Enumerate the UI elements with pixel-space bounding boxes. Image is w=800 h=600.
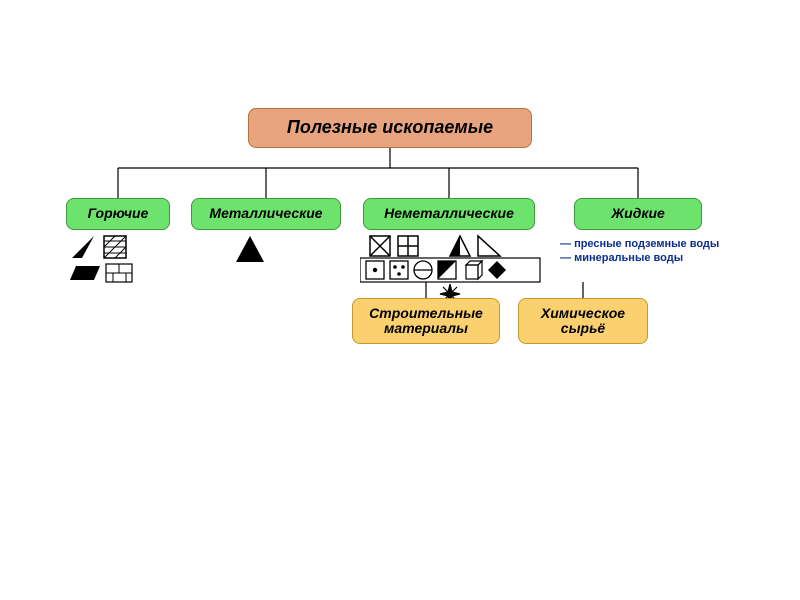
node-label: Строительные материалы <box>369 306 483 337</box>
annotation-text: минеральные воды <box>574 252 683 264</box>
node-label: Металлические <box>209 206 322 221</box>
node-goruchie: Горючие <box>66 198 170 230</box>
annotation-mineral-water: — минеральные воды <box>560 252 683 264</box>
node-label: Неметаллические <box>384 206 514 221</box>
node-metallicheskie: Металлические <box>191 198 341 230</box>
symbols-nemetallicheskie <box>360 234 566 303</box>
annotation-fresh-water: — пресные подземные воды <box>560 238 719 250</box>
node-label: Химическое сырьё <box>541 306 625 337</box>
symbols-goruchie <box>70 234 140 297</box>
node-label: Горючие <box>88 206 149 221</box>
root-node: Полезные ископаемые <box>248 108 532 148</box>
node-zhidkie: Жидкие <box>574 198 702 230</box>
node-stroitelnye: Строительные материалы <box>352 298 500 344</box>
annotation-text: пресные подземные воды <box>574 238 719 250</box>
symbols-metallicheskie <box>234 234 270 269</box>
root-label: Полезные ископаемые <box>287 118 493 138</box>
node-nemetallicheskie: Неметаллические <box>363 198 535 230</box>
node-himicheskoe: Химическое сырьё <box>518 298 648 344</box>
node-label: Жидкие <box>611 206 665 221</box>
